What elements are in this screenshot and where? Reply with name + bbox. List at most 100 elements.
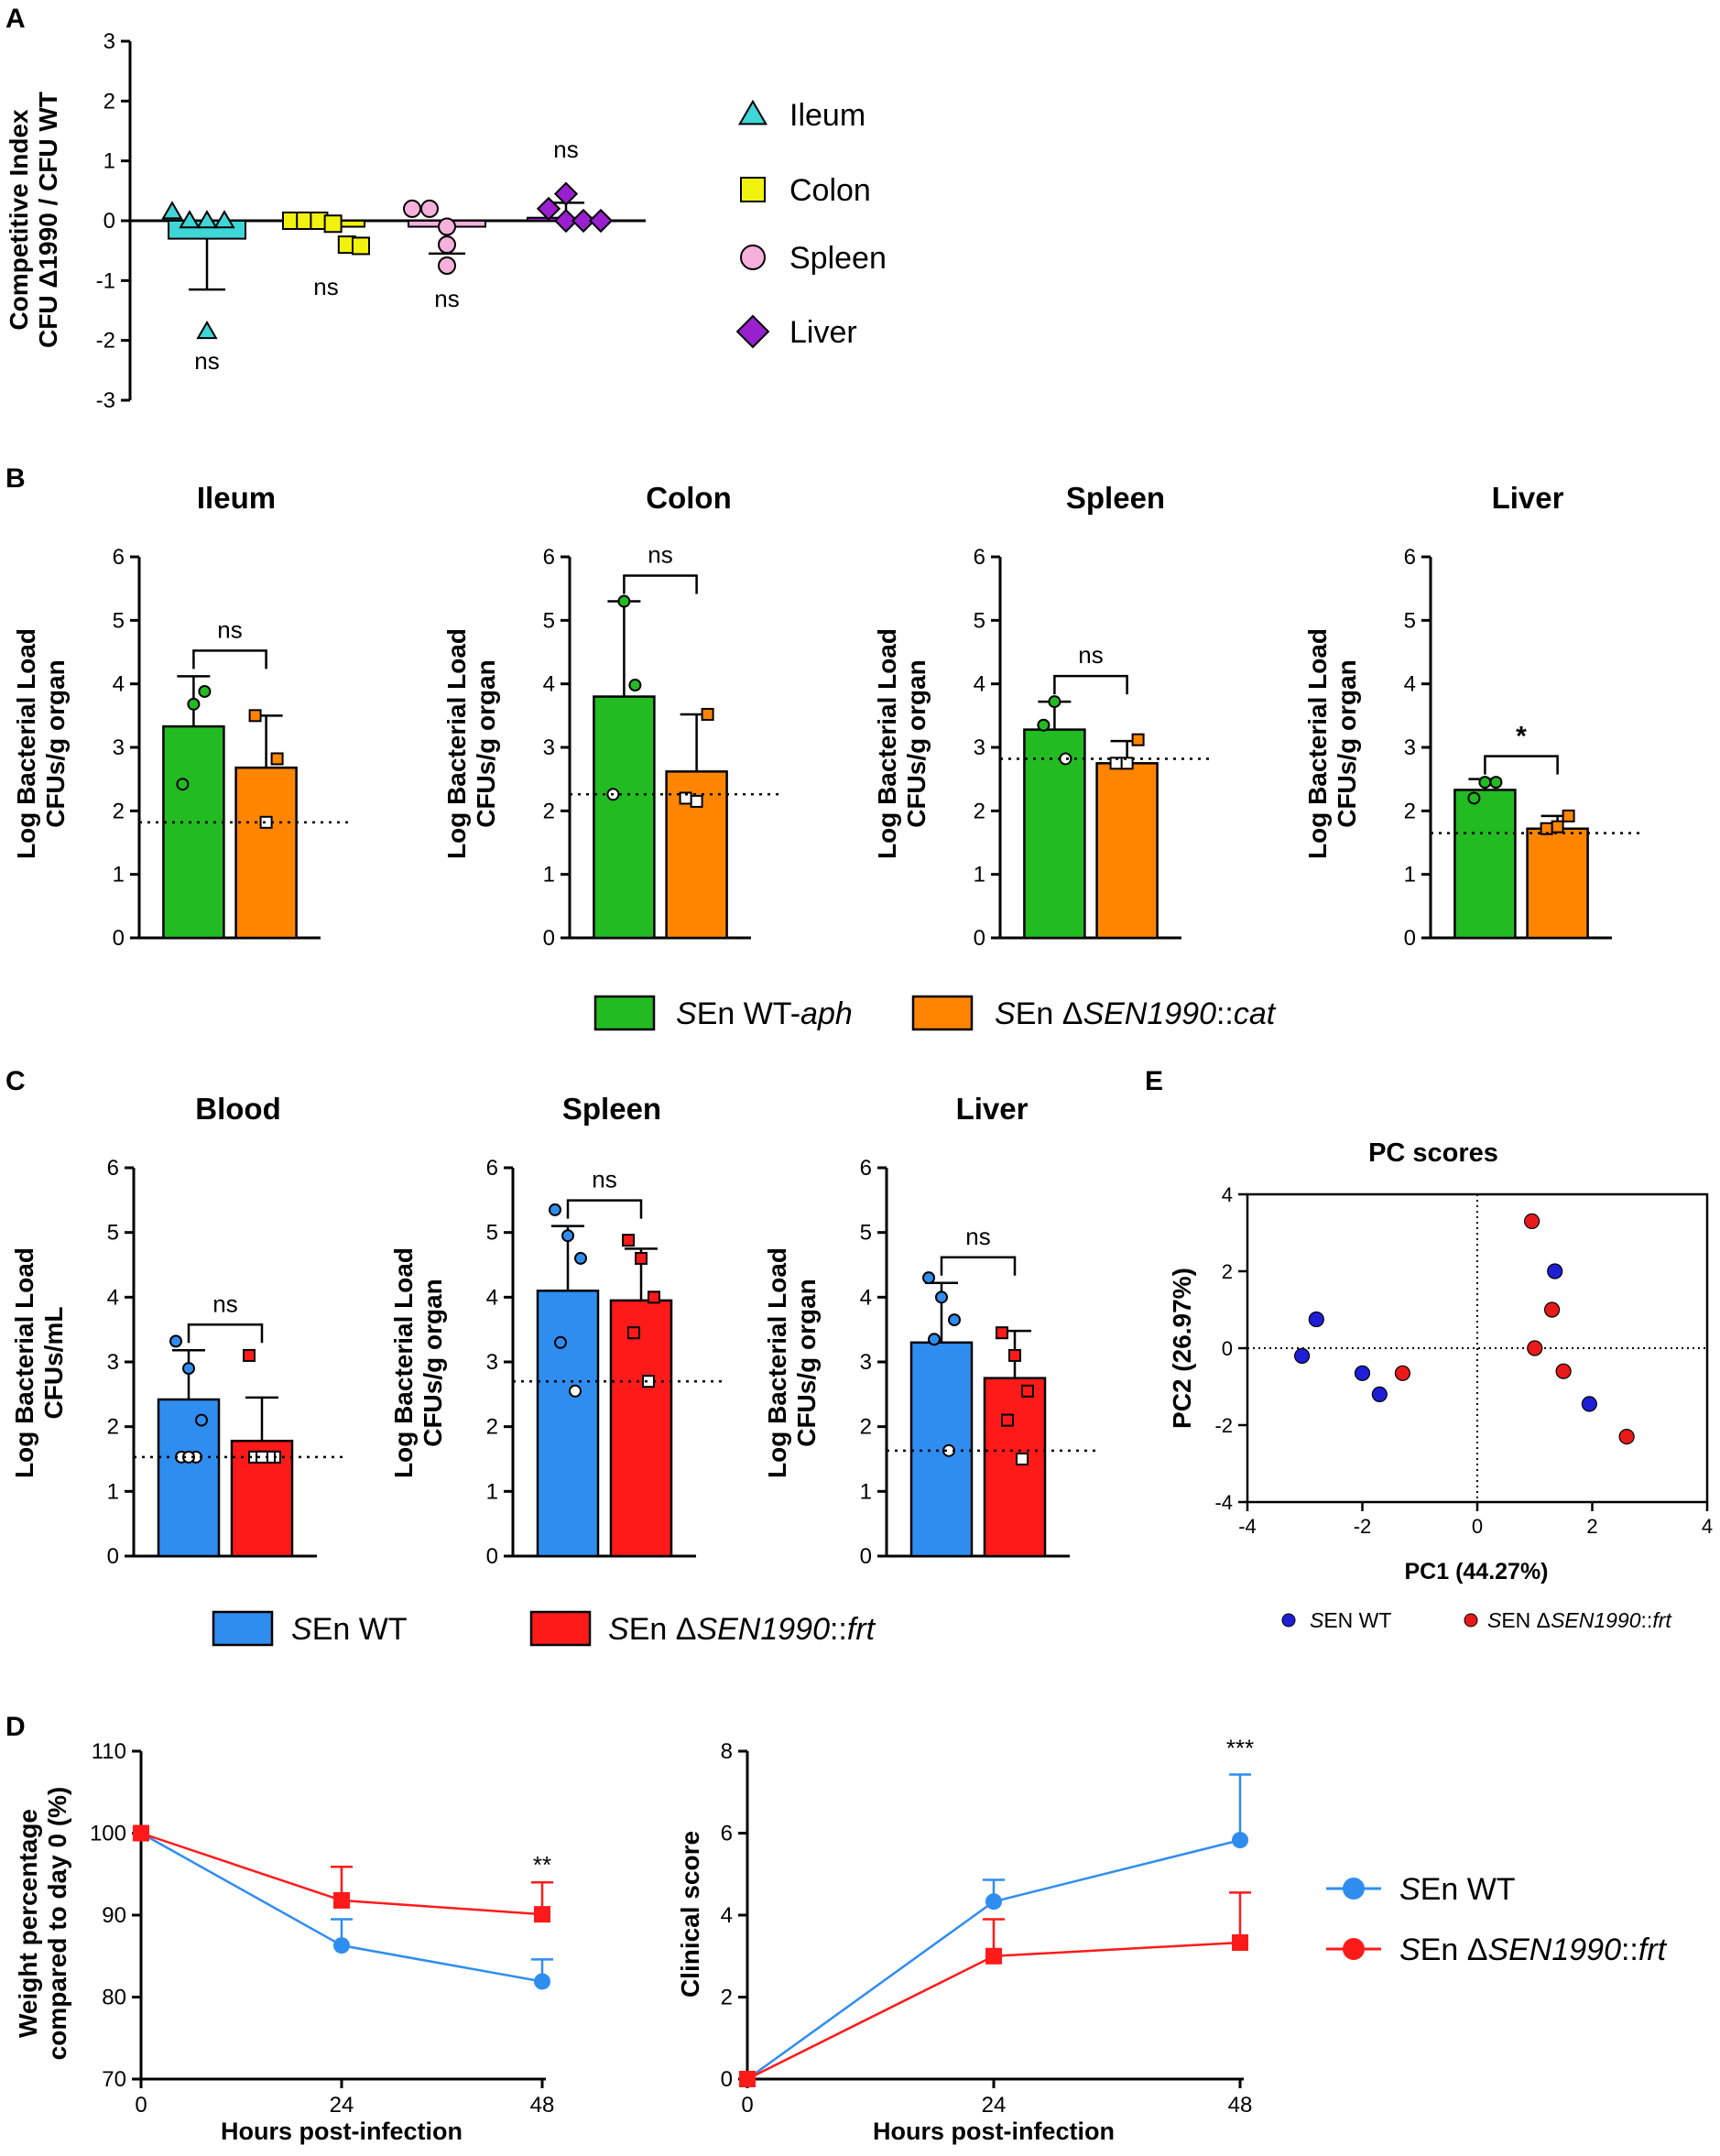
d-weight-point-mut [133, 1824, 149, 1842]
b-liver-sig-bracket [1484, 755, 1559, 775]
d-weight-y-tick-label: 90 [102, 1903, 126, 1928]
b-liver-sig-label: * [1516, 722, 1527, 752]
d-clinical-y-tick-label: 8 [721, 1739, 733, 1764]
b-colon-point-mut [701, 707, 714, 721]
a-y-tick-label: 1 [103, 149, 115, 174]
d-weight-point-wt [333, 1937, 350, 1955]
d-weight-x-label: Hours post-infection [221, 2118, 463, 2145]
c-spleen-bar-wt [536, 1290, 600, 1558]
d-clinical-point-wt [985, 1893, 1002, 1911]
b-spleen-y-tick-label: 6 [974, 545, 985, 570]
panel-letter-e: E [1145, 1066, 1163, 1096]
b-spleen-sig-label: ns [1078, 641, 1103, 669]
b-spleen-point-mut [1131, 733, 1145, 746]
b-ileum-y-tick-label: 6 [113, 545, 125, 570]
panel-letter-d: D [5, 1712, 26, 1742]
d-weight-y-label-2: compared to day 0 (%) [43, 1787, 71, 2061]
d-weight-x-tick-label: 48 [530, 2093, 555, 2118]
c-spleen-point-wt [549, 1203, 561, 1216]
a-legend-label-liver: Liver [789, 315, 857, 350]
b-liver-point-wt [1489, 776, 1503, 789]
b-spleen-y-tick-label: 4 [974, 672, 985, 697]
b-ileum-point-mut [259, 815, 273, 829]
e-point-wt [1354, 1365, 1371, 1381]
e-y-tick-label: 2 [1222, 1260, 1233, 1283]
b-ileum-bar-wt [162, 724, 225, 940]
c-spleen-point-mut [642, 1375, 655, 1388]
c-liver-sig-bracket [940, 1256, 1017, 1276]
b-spleen-title: Spleen [1066, 481, 1165, 515]
e-y-tick-label: -2 [1214, 1414, 1233, 1437]
d-weight-x-tick-label: 0 [135, 2093, 147, 2118]
b-colon-y-tick-label: 4 [543, 672, 555, 697]
b-colon-point-mut [690, 794, 703, 808]
b-spleen-bar-mut [1095, 762, 1159, 940]
b-liver-bar-wt [1453, 789, 1517, 940]
b-colon-y-tick-label: 1 [543, 863, 555, 887]
c-spleen-y-tick-label: 3 [486, 1350, 498, 1375]
c-liver-y-label-2: CFUs/g organ [792, 1279, 821, 1447]
c-spleen-point-mut [622, 1234, 635, 1247]
d-weight-y-tick-label: 110 [92, 1739, 126, 1764]
a-point-colon [323, 214, 343, 234]
b-spleen-y-tick-label: 1 [974, 863, 985, 887]
e-legend-label-wt: SEN WT [1310, 1608, 1391, 1632]
b-ileum-y-tick-label: 5 [113, 608, 125, 633]
a-point-liver [571, 208, 596, 234]
c-liver-bar-mut [983, 1377, 1047, 1558]
c-blood-point-wt [182, 1362, 195, 1376]
d-weight-point-mut [534, 1906, 550, 1923]
e-point-wt [1581, 1396, 1597, 1412]
e-point-wt [1371, 1386, 1388, 1403]
e-x-tick-label: 2 [1586, 1515, 1597, 1538]
c-blood-sig-bracket [187, 1323, 264, 1344]
a-point-ileum [161, 201, 183, 220]
e-point-mut [1618, 1428, 1635, 1445]
e-point-wt [1547, 1263, 1563, 1279]
a-y-tick-label: -3 [96, 388, 115, 413]
c-spleen-sig-bracket [566, 1199, 643, 1219]
a-point-liver [553, 208, 579, 234]
panel-letter-c: C [5, 1066, 26, 1096]
c-liver-y-tick-label: 4 [860, 1285, 872, 1310]
d-clinical-x-tick-label: 24 [982, 2093, 1007, 2118]
c-liver-point-wt [922, 1271, 935, 1285]
c-liver-point-mut [1008, 1348, 1021, 1362]
a-sig-liver: ns [553, 136, 578, 163]
b-spleen-point-wt [1048, 695, 1061, 709]
b-spleen-y-tick-label: 0 [974, 926, 985, 951]
c-blood-y-tick-label: 2 [107, 1415, 119, 1440]
a-y-label-1: Competitive Index [5, 109, 33, 331]
c-liver-point-mut [996, 1326, 1008, 1340]
c-liver-point-mut [1021, 1384, 1034, 1398]
e-legend-label-mut: SEN ΔSEN1990::frt [1487, 1608, 1672, 1632]
e-x-tick-label: -4 [1238, 1515, 1257, 1538]
c-legend-label-wt: SEn WT [291, 1612, 408, 1647]
c-spleen-point-wt [574, 1251, 587, 1265]
b-colon-y-tick-label: 2 [543, 799, 555, 823]
c-spleen-point-wt [561, 1229, 574, 1243]
a-point-liver [588, 208, 614, 234]
c-liver-y-label-1: Log Bacterial Load [763, 1247, 791, 1478]
c-blood-y-tick-label: 6 [107, 1156, 119, 1181]
c-liver-y-tick-label: 1 [860, 1479, 872, 1504]
b-spleen-y-label-2: CFUs/g organ [902, 659, 931, 828]
b-liver-y-tick-label: 6 [1404, 545, 1416, 570]
a-sig-ileum: ns [194, 347, 219, 375]
a-point-liver [536, 196, 561, 222]
c-blood-y-tick-label: 5 [107, 1221, 119, 1246]
a-point-spleen [438, 217, 456, 236]
e-legend-marker-wt [1281, 1613, 1296, 1628]
b-spleen-point-wt [1037, 718, 1051, 732]
d-clinical-point-mut [985, 1947, 1002, 1965]
b-ileum-sig-bracket [192, 649, 267, 670]
b-colon-sig-label: ns [648, 541, 672, 569]
a-legend-marker-colon [740, 177, 766, 202]
b-liver-point-wt [1478, 776, 1492, 789]
c-blood-y-tick-label: 4 [107, 1285, 119, 1310]
c-spleen-point-mut [635, 1251, 648, 1265]
c-spleen-y-tick-label: 2 [486, 1415, 498, 1440]
e-x-label: PC1 (44.27%) [1404, 1559, 1548, 1584]
